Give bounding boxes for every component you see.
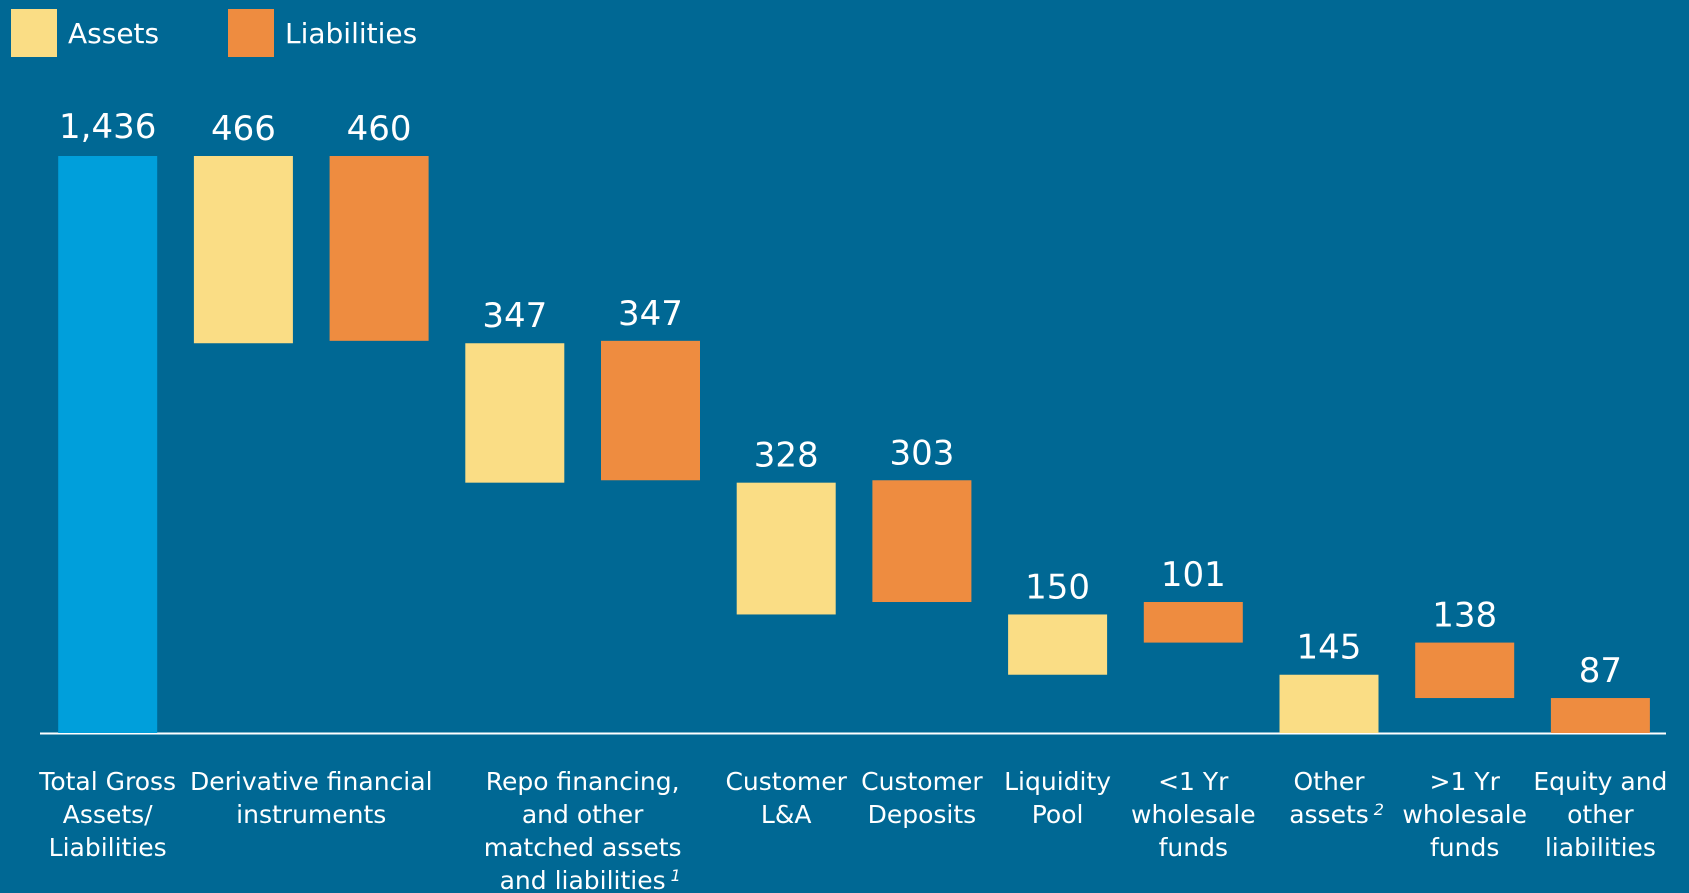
x-label: Repo financing, <box>486 767 680 796</box>
bar <box>1415 642 1515 699</box>
x-label: Equity and <box>1533 767 1667 796</box>
x-label: Pool <box>1032 800 1084 829</box>
x-label: matched assets <box>484 833 682 862</box>
bar <box>329 156 429 341</box>
value-label: 138 <box>1432 596 1497 636</box>
x-label: <1 Yr <box>1158 767 1229 796</box>
value-label: 303 <box>889 433 954 473</box>
x-label: L&A <box>761 800 812 829</box>
x-label: Liquidity <box>1004 767 1111 796</box>
value-label: 460 <box>347 109 412 149</box>
x-label: wholesale <box>1131 800 1256 829</box>
x-label: Customer <box>725 767 847 796</box>
value-label: 150 <box>1025 567 1090 607</box>
bar <box>736 482 836 615</box>
x-label: Derivative financial <box>190 767 433 796</box>
value-label: 347 <box>618 294 683 334</box>
x-label: and other <box>522 800 644 829</box>
x-label: and liabilities <box>500 866 666 893</box>
value-label: 145 <box>1297 628 1362 668</box>
bar <box>193 156 293 344</box>
x-label: other <box>1567 800 1634 829</box>
x-label: Assets/ <box>63 800 153 829</box>
bar <box>58 156 158 733</box>
footnote-mark: 1 <box>671 866 681 885</box>
x-label: liabilities <box>1545 833 1656 862</box>
x-label: funds <box>1430 833 1499 862</box>
bar <box>465 343 565 483</box>
x-label: Other <box>1294 767 1366 796</box>
legend-swatch <box>228 9 274 57</box>
x-label: wholesale <box>1402 800 1527 829</box>
bar <box>1550 698 1650 733</box>
footnote-mark: 2 <box>1374 800 1384 819</box>
x-label: Liabilities <box>49 833 167 862</box>
legend-label: Liabilities <box>285 17 417 50</box>
value-label: 328 <box>754 436 819 476</box>
x-label: instruments <box>236 800 386 829</box>
bar <box>601 340 700 481</box>
legend-label: Assets <box>68 17 159 50</box>
value-label: 347 <box>482 296 547 336</box>
value-label: 1,436 <box>59 107 156 147</box>
bar <box>1008 614 1108 675</box>
x-label: Customer <box>861 767 983 796</box>
bar <box>1143 602 1243 643</box>
value-label: 466 <box>211 109 276 149</box>
x-label: Total Gross <box>38 767 176 796</box>
x-label: >1 Yr <box>1430 767 1501 796</box>
legend-swatch <box>11 9 57 57</box>
value-label: 87 <box>1579 651 1622 691</box>
x-label: Deposits <box>868 800 977 829</box>
x-label: assets <box>1289 800 1369 829</box>
bar <box>872 480 972 603</box>
value-label: 101 <box>1161 555 1226 595</box>
bar <box>1279 674 1379 733</box>
x-label: funds <box>1159 833 1228 862</box>
